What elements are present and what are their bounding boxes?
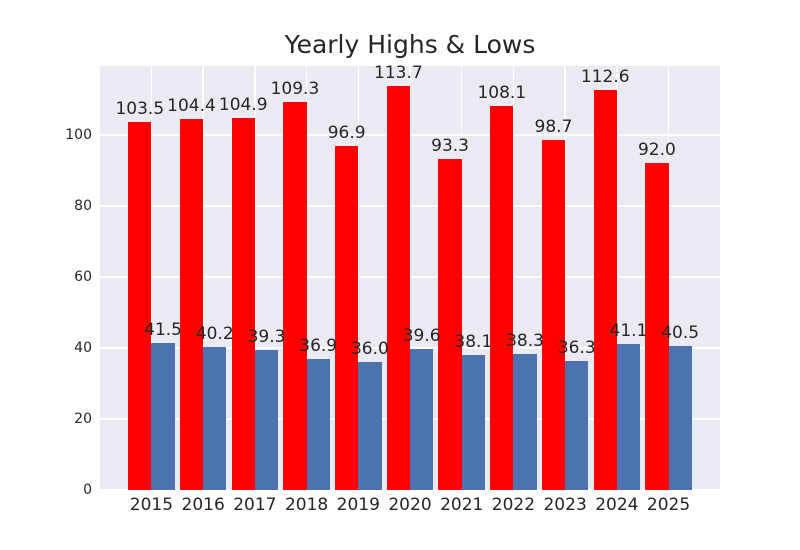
value-label-highs-2019: 96.9 [327, 122, 366, 143]
value-label-highs-2021: 93.3 [431, 135, 469, 156]
bar-highs-2023 [541, 139, 566, 490]
bar-lows-2025 [668, 346, 692, 490]
gridline-x-2016 [202, 66, 204, 490]
x-tick-label-2018: 2018 [284, 495, 329, 515]
y-tick-label-80: 80 [74, 197, 92, 214]
bar-highs-2018 [283, 101, 307, 490]
x-tick-label-2015: 2015 [129, 495, 174, 515]
value-label-highs-2024: 112.6 [580, 67, 630, 88]
bar-highs-2017 [231, 117, 255, 490]
value-label-lows-2020: 39.6 [402, 326, 441, 347]
y-tick-label-100: 100 [65, 126, 92, 143]
gridline-y-0 [100, 489, 720, 491]
gridline-x-2023 [564, 66, 566, 490]
value-label-highs-2025: 92.0 [637, 140, 676, 161]
bar-lows-2019 [358, 362, 382, 490]
value-label-highs-2016: 104.4 [167, 96, 216, 117]
value-label-lows-2017: 39.3 [247, 327, 286, 348]
value-label-highs-2017: 104.9 [218, 94, 268, 115]
x-tick-label-2022: 2022 [491, 495, 536, 515]
x-tick-label-2017: 2017 [233, 495, 277, 515]
value-label-lows-2022: 38.3 [506, 331, 544, 351]
value-label-lows-2023: 36.3 [557, 338, 596, 359]
bar-highs-2021 [438, 158, 462, 490]
value-label-lows-2015: 41.5 [144, 319, 183, 340]
y-tick-label-40: 40 [74, 339, 92, 356]
value-label-lows-2019: 36.0 [350, 339, 389, 360]
value-label-highs-2020: 113.7 [374, 63, 423, 84]
bar-lows-2016 [203, 347, 227, 490]
chart-title: Yearly Highs & Lows [284, 30, 536, 59]
gridline-x-2020 [409, 66, 411, 490]
bar-lows-2021 [461, 354, 485, 490]
gridline-x-2017 [254, 66, 256, 490]
bar-lows-2024 [616, 344, 641, 490]
y-tick-label-20: 20 [74, 410, 92, 427]
x-tick-label-2021: 2021 [440, 495, 484, 515]
y-tick-label-0: 0 [83, 482, 92, 498]
y-tick-label-60: 60 [74, 268, 92, 285]
x-tick-label-2020: 2020 [388, 495, 432, 515]
bar-highs-2015 [128, 122, 152, 490]
gridline-x-2021 [460, 66, 463, 490]
value-label-highs-2022: 108.1 [477, 83, 527, 104]
bar-lows-2017 [254, 350, 279, 490]
gridline-x-2015 [150, 66, 153, 490]
gridline-x-2022 [512, 66, 515, 490]
value-label-highs-2015: 103.5 [115, 99, 165, 120]
bar-highs-2025 [645, 163, 669, 490]
value-label-lows-2021: 38.1 [454, 331, 493, 352]
bar-highs-2022 [490, 106, 514, 490]
bar-highs-2019 [335, 145, 359, 490]
value-label-lows-2025: 40.5 [661, 323, 700, 344]
bar-lows-2015 [151, 342, 175, 490]
gridline-x-2025 [667, 66, 670, 490]
bar-lows-2018 [306, 358, 330, 490]
value-label-lows-2016: 40.2 [195, 324, 234, 345]
value-label-lows-2018: 36.9 [299, 335, 338, 356]
gridline-x-2018 [305, 66, 308, 490]
value-label-highs-2018: 109.3 [270, 78, 320, 99]
bar-highs-2024 [593, 90, 617, 490]
x-tick-label-2025: 2025 [646, 495, 691, 515]
bar-lows-2023 [565, 361, 589, 490]
x-tick-label-2024: 2024 [595, 495, 639, 515]
bar-highs-2016 [179, 119, 204, 490]
x-tick-label-2016: 2016 [181, 495, 225, 515]
gridline-x-2019 [357, 66, 360, 490]
x-tick-label-2023: 2023 [543, 495, 587, 515]
value-label-lows-2024: 41.1 [609, 321, 648, 342]
gridline-x-2024 [616, 66, 618, 490]
bar-lows-2020 [410, 349, 434, 490]
bar-highs-2020 [386, 86, 410, 490]
plot-area: 103.5 41.5 104.4 40.2 104.9 39.3 109.3 36.9 96.9… [100, 63, 720, 491]
bar-lows-2022 [513, 354, 537, 490]
value-label-highs-2023: 98.7 [534, 116, 573, 137]
x-tick-label-2019: 2019 [336, 495, 380, 515]
